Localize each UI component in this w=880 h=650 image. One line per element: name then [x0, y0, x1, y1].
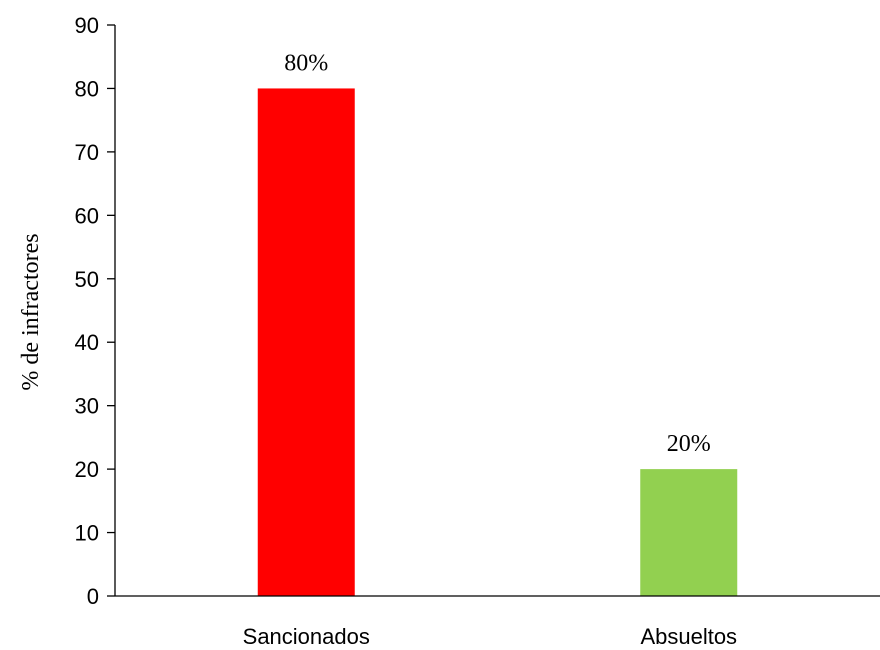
- bar-absueltos: [640, 469, 738, 596]
- y-tick-label: 60: [75, 203, 99, 228]
- y-tick-label: 80: [75, 76, 99, 101]
- y-tick-label: 40: [75, 330, 99, 355]
- bars: 80% 20%: [257, 50, 738, 596]
- y-tick-label: 20: [75, 457, 99, 482]
- x-category-label: Absueltos: [640, 624, 737, 649]
- y-axis: 0 10 20 30 40 50 60 70 80 90: [75, 13, 116, 609]
- data-label: 20%: [667, 431, 711, 457]
- y-axis-title-group: % de infractores: [18, 233, 44, 390]
- y-tick-label: 50: [75, 267, 99, 292]
- y-axis-title: % de infractores: [18, 233, 44, 390]
- bar-sancionados: [257, 88, 355, 596]
- y-tick-label: 30: [75, 394, 99, 419]
- y-tick-label: 0: [87, 584, 99, 609]
- x-category-label: Sancionados: [243, 624, 370, 649]
- y-tick-label: 90: [75, 13, 99, 38]
- y-tick-label: 70: [75, 140, 99, 165]
- y-tick-label: 10: [75, 521, 99, 546]
- x-axis: Sancionados Absueltos: [115, 595, 880, 649]
- data-label: 80%: [284, 50, 328, 76]
